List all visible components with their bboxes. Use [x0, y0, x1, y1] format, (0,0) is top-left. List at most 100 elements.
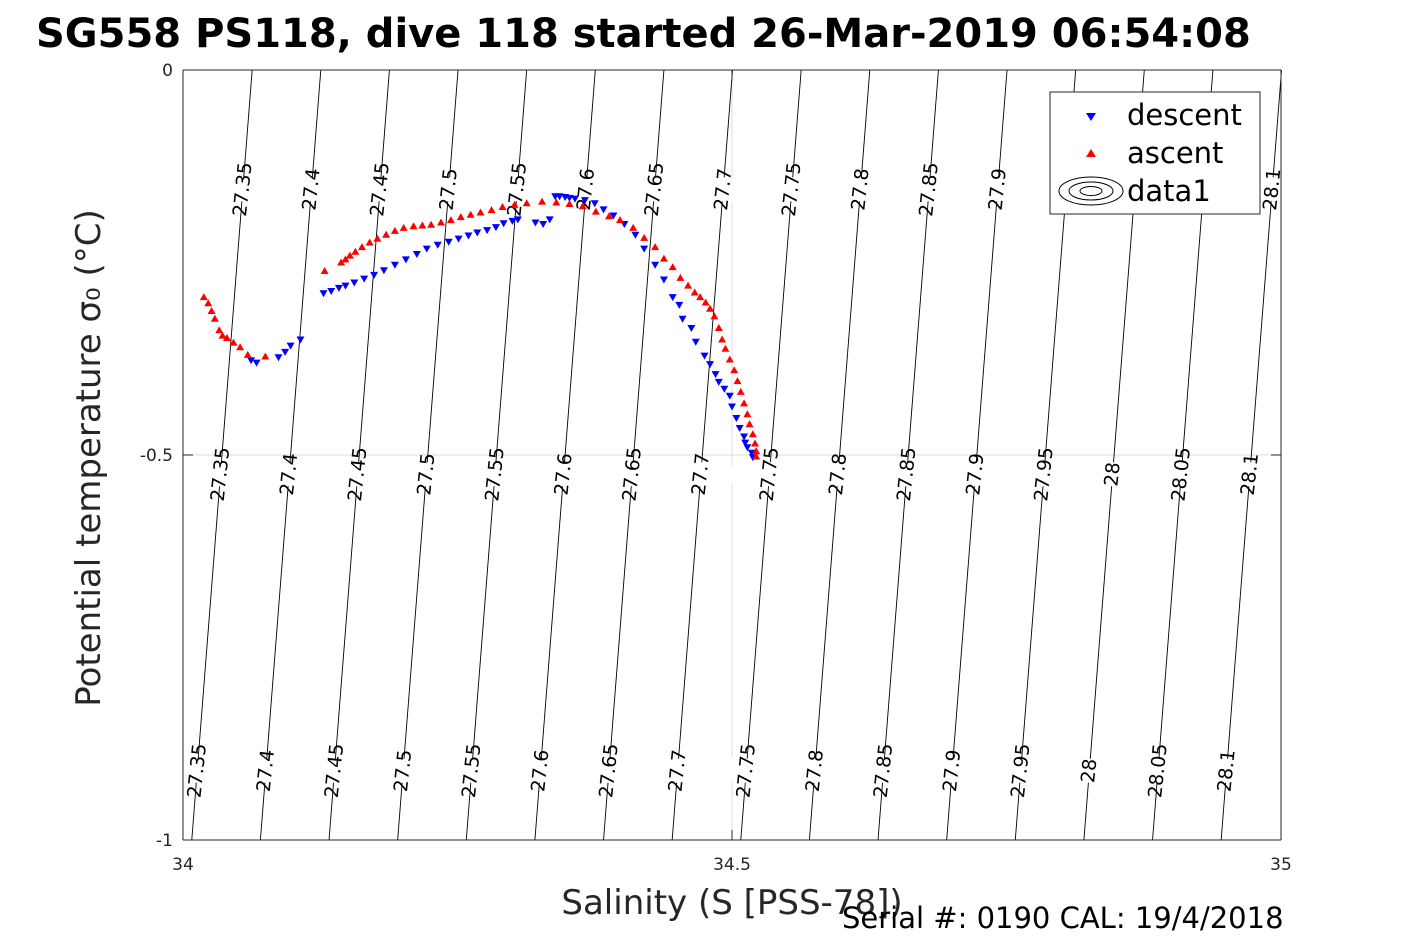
contour-label-gap — [530, 458, 597, 490]
descent-point — [706, 361, 715, 369]
descent-point — [735, 425, 744, 433]
contour-label: 27.8 — [825, 452, 851, 496]
contour-label-gap — [895, 174, 963, 205]
ascent-point — [345, 251, 354, 259]
ascent-point — [390, 226, 399, 234]
descent-point — [675, 301, 684, 309]
ascent-point — [552, 198, 561, 206]
descent-point — [609, 212, 618, 220]
contour-label-gap — [781, 755, 848, 786]
contour-label: 27.8 — [802, 749, 828, 793]
descent-point — [691, 338, 700, 346]
contour-label: 28 — [1077, 758, 1101, 784]
contour-labels: 27.35 27.4 27.45 27.5 27.55 27.6 27.65 27.7 27.7… — [164, 161, 1306, 799]
legend-box — [1049, 91, 1261, 215]
ascent-point — [351, 247, 360, 255]
ascent-point — [696, 293, 705, 301]
ascent-point — [690, 288, 699, 296]
contour-label: 27.5 — [436, 167, 462, 211]
contour-label-gap — [1124, 755, 1192, 786]
contour-label: 28.1 — [1237, 452, 1263, 496]
ascent-point — [199, 293, 208, 301]
descent-point — [412, 251, 421, 259]
ascent-point — [721, 344, 730, 352]
ascent-point — [718, 335, 727, 343]
descent-point — [580, 197, 589, 205]
descent-point — [631, 231, 640, 239]
y-tick-label: -0.5 — [140, 446, 173, 466]
contour-label-gap — [164, 755, 231, 786]
descent-point — [379, 267, 388, 275]
ascent-point — [751, 439, 760, 447]
descent-point — [741, 439, 750, 447]
ascent-point — [337, 258, 346, 266]
ascent-point — [522, 199, 531, 207]
contour-label: 27.4 — [253, 749, 279, 793]
contour-label-gap — [873, 458, 940, 490]
descent-point — [341, 282, 350, 290]
ascent-point — [261, 352, 270, 360]
legend-ascent-marker — [1086, 149, 1096, 157]
ascent-point — [740, 399, 749, 407]
ascent-point — [243, 350, 252, 358]
descent-point — [464, 232, 473, 240]
legend-descent-marker — [1086, 113, 1096, 121]
descent-point — [499, 220, 508, 228]
contour-label-gap — [1216, 458, 1283, 490]
contour-label-gap — [438, 755, 505, 786]
ascent-point — [651, 243, 660, 251]
descent-point — [350, 279, 359, 287]
ascent-point — [591, 207, 600, 215]
descent-point — [725, 392, 734, 400]
ascent-point — [229, 338, 238, 346]
descent-point — [422, 245, 431, 253]
ascent-point — [730, 366, 739, 374]
contour-label: 27.7 — [710, 167, 736, 211]
descent-point — [360, 275, 369, 283]
contour-label-gap — [850, 755, 917, 786]
contour-label-gap — [805, 458, 872, 490]
contour-label-gap — [736, 458, 803, 490]
ascent-point — [382, 230, 391, 238]
ascent-point — [640, 233, 649, 241]
contour-label-gap — [987, 755, 1054, 786]
ascent-point — [498, 203, 507, 211]
descent-point — [740, 433, 749, 441]
ascent-point — [616, 216, 625, 224]
ascent-point — [373, 234, 382, 242]
legend-data1-label: data1 — [1127, 174, 1211, 208]
ascent-point — [684, 281, 693, 289]
contour-label-gap — [827, 174, 894, 205]
ascent-point — [745, 420, 754, 428]
contour-label: 27.9 — [962, 452, 988, 496]
descent-point — [555, 193, 564, 201]
ascent-point — [487, 206, 496, 214]
descent-point — [274, 354, 283, 362]
x-tick-label: 35 — [1270, 855, 1292, 875]
chart-title: SG558 PS118, dive 118 started 26-Mar-201… — [36, 11, 1251, 57]
contour-label: 27.6 — [527, 749, 553, 793]
descent-point — [640, 245, 649, 253]
ascent-point — [629, 223, 638, 231]
ascent-point — [659, 254, 668, 262]
contour-label-gap — [370, 755, 437, 786]
legend: descent ascent data1 — [1049, 91, 1261, 215]
ascent-point — [207, 307, 216, 315]
ascent-point — [706, 304, 715, 312]
descent-point — [531, 219, 540, 227]
contour-label-gap — [301, 755, 368, 786]
ascent-point — [510, 200, 519, 208]
contour-label-gap — [1056, 755, 1123, 786]
ascent-point — [710, 312, 719, 320]
contour-label-gap — [209, 174, 276, 205]
descent-point — [296, 336, 305, 344]
descent-point — [711, 371, 720, 379]
ascent-point — [701, 298, 710, 306]
ascent-point — [668, 263, 677, 271]
descent-point — [370, 271, 379, 279]
ascent-point — [725, 355, 734, 363]
contour-label-gap — [324, 458, 391, 490]
ascent-point — [236, 343, 245, 351]
descent-point — [513, 216, 522, 224]
contour-label-gap — [713, 755, 780, 786]
